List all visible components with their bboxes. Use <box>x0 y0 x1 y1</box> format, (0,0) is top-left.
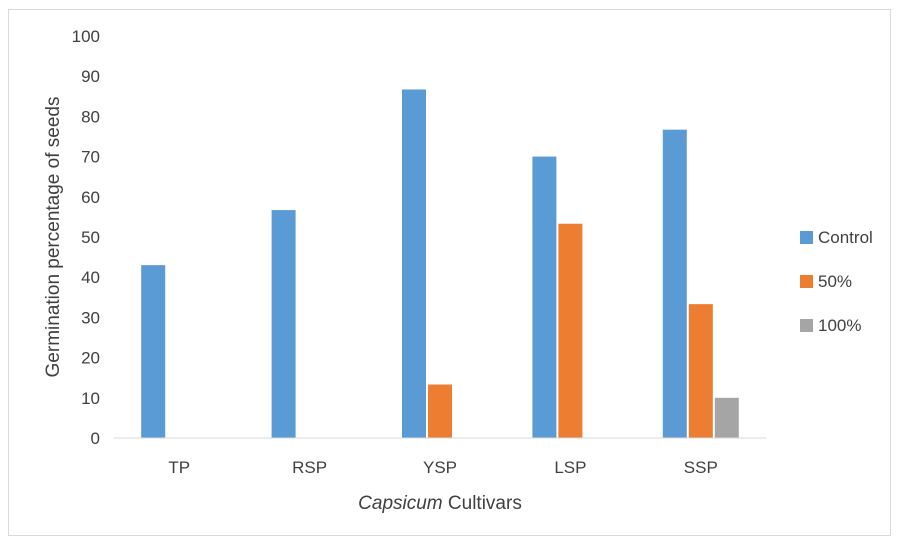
legend-label: Control <box>818 228 873 247</box>
bar-rsp-control <box>271 210 296 438</box>
y-tick-label: 20 <box>81 349 100 368</box>
legend-label: 50% <box>818 272 852 291</box>
bar-tp-control <box>141 265 166 438</box>
x-tick-label: TP <box>168 458 190 477</box>
y-tick-label: 50 <box>81 228 100 247</box>
bar-ysp-50pct <box>428 384 452 438</box>
bar-ssp-control <box>662 129 687 438</box>
y-tick-label: 10 <box>81 389 100 408</box>
y-tick-label: 90 <box>81 67 100 86</box>
x-tick-label: YSP <box>423 458 457 477</box>
y-tick-label: 30 <box>81 308 100 327</box>
y-tick-label: 60 <box>81 188 100 207</box>
bar-ssp-50pct <box>688 304 713 438</box>
y-axis-title: Germination percentage of seeds <box>43 97 64 378</box>
bar-lsp-50pct <box>558 223 583 438</box>
x-axis-title-rest: Cultivars <box>443 493 522 514</box>
x-axis-ticks: TP RSP YSP LSP SSP <box>168 458 717 477</box>
y-tick-label: 0 <box>91 429 100 448</box>
y-tick-label: 100 <box>72 27 100 46</box>
y-axis-ticks: 0 10 20 30 40 50 60 70 80 90 100 <box>72 27 100 448</box>
x-tick-label: LSP <box>554 458 586 477</box>
x-tick-label: RSP <box>292 458 327 477</box>
y-tick-label: 70 <box>81 148 100 167</box>
bar-lsp-control <box>532 156 557 438</box>
legend-label: 100% <box>818 316 861 335</box>
x-tick-label: SSP <box>684 458 718 477</box>
x-axis-title-italic: Capsicum <box>358 493 442 514</box>
legend: Control 50% 100% <box>800 228 873 335</box>
bars <box>141 89 739 438</box>
legend-swatch <box>800 275 813 288</box>
legend-swatch <box>800 231 813 244</box>
bar-ssp-100pct <box>714 397 739 438</box>
legend-swatch <box>800 319 813 332</box>
bar-ysp-control <box>402 89 426 438</box>
y-tick-label: 40 <box>81 268 100 287</box>
x-axis-title: Capsicum Cultivars <box>358 493 522 514</box>
y-tick-label: 80 <box>81 107 100 126</box>
